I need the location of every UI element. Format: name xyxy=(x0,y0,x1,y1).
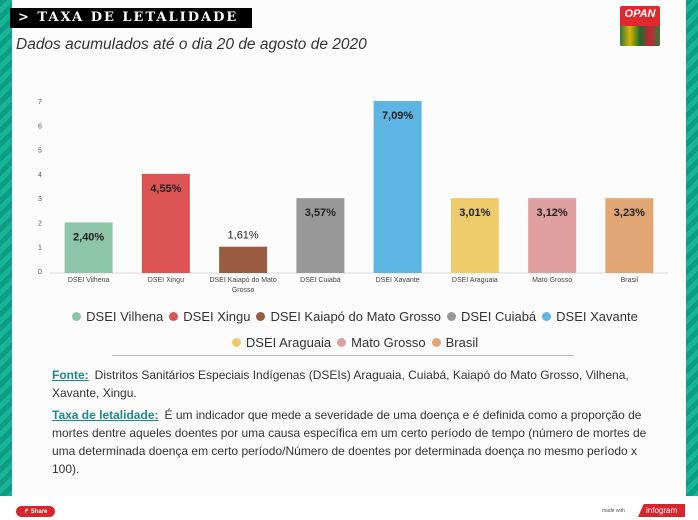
x-tick-label: DSEI Cuiabá xyxy=(300,277,341,284)
legend-item[interactable]: DSEI Xingu xyxy=(169,304,250,330)
bar-value-label: 1,61% xyxy=(228,230,259,242)
definition-text: É um indicador que mede a severidade de … xyxy=(52,408,647,476)
bar-value-label: 3,12% xyxy=(537,207,568,219)
bar-value-label: 2,40% xyxy=(73,231,104,243)
bar[interactable] xyxy=(219,246,268,273)
chart-legend: DSEI Vilhena DSEI Xingu DSEI Kaiapó do Mat… xyxy=(40,304,670,356)
legend-label: DSEI Cuiabá xyxy=(461,309,537,324)
share-label: Share xyxy=(30,509,48,515)
y-tick-label: 3 xyxy=(38,196,42,203)
bar-value-label: 4,55% xyxy=(150,183,181,195)
legend-item[interactable]: DSEI Araguaia xyxy=(231,330,332,356)
bar-chart: 0 1 2 3 4 5 6 7 2,40% DSEI Vilhena 4,55% DSEI Xingu… xyxy=(38,99,668,294)
page-title: > TAXA DE LETALIDADE xyxy=(10,8,253,28)
share-button[interactable]: ↱ Share xyxy=(16,506,56,517)
bar[interactable] xyxy=(373,101,422,273)
y-tick-label: 7 xyxy=(38,99,42,106)
legend-item[interactable]: DSEI Kaiapó do Mato Grosso xyxy=(256,304,441,330)
notes: Fonte: Distritos Sanitários Especiais Ind… xyxy=(52,366,652,482)
right-border-stripe xyxy=(686,0,698,496)
share-icon: ↱ xyxy=(24,509,31,515)
legend-dot-icon xyxy=(447,312,456,321)
y-tick-label: 5 xyxy=(38,148,42,155)
bar[interactable] xyxy=(141,173,190,273)
legend-label: DSEI Xavante xyxy=(556,309,638,324)
legend-dot-icon xyxy=(231,338,241,347)
legend-label: DSEI Vilhena xyxy=(86,309,164,324)
legend-dot-icon xyxy=(431,338,441,347)
bar[interactable] xyxy=(605,198,654,273)
definition-note: Taxa de letalidade: É um indicador que me… xyxy=(52,406,652,478)
bar[interactable] xyxy=(528,198,577,273)
y-tick-label: 1 xyxy=(38,245,42,252)
legend-label: DSEI Kaiapó do Mato Grosso xyxy=(270,309,441,324)
divider xyxy=(112,355,574,356)
bar-value-label: 3,01% xyxy=(459,207,490,219)
legend-item[interactable]: DSEI Vilhena xyxy=(72,304,163,330)
source-label[interactable]: Fonte: xyxy=(52,368,89,382)
legend-label: DSEI Araguaia xyxy=(245,335,332,350)
source-note: Fonte: Distritos Sanitários Especiais Ind… xyxy=(52,366,652,402)
legend-dot-icon xyxy=(72,312,82,321)
y-tick-label: 6 xyxy=(38,123,42,130)
bar-value-label: 3,57% xyxy=(305,207,336,219)
logo-text: OPAN xyxy=(624,8,656,20)
y-tick-label: 4 xyxy=(38,172,42,179)
definition-label[interactable]: Taxa de letalidade: xyxy=(52,408,159,422)
bar[interactable] xyxy=(296,198,345,273)
legend-dot-icon xyxy=(337,338,347,347)
page-subtitle: Dados acumulados até o dia 20 de agosto … xyxy=(16,36,367,53)
x-tick-label: DSEI Kaiapó do Mato xyxy=(209,277,276,284)
legend-label: Mato Grosso xyxy=(351,335,426,350)
source-text: Distritos Sanitários Especiais Indígenas… xyxy=(52,368,629,400)
x-tick-label: Grosso xyxy=(232,287,255,294)
bar-value-label: 3,23% xyxy=(614,207,645,219)
made-with-text: made with xyxy=(602,508,625,514)
x-tick-label: DSEI Vilhena xyxy=(68,277,110,284)
left-border-stripe xyxy=(0,0,12,496)
x-tick-label: DSEI Xavante xyxy=(376,277,420,284)
x-tick-label: DSEI Xingu xyxy=(148,277,184,284)
legend-label: Brasil xyxy=(445,335,479,350)
infogram-badge[interactable]: infogram xyxy=(638,504,686,517)
legend-dot-icon xyxy=(256,312,266,321)
bar[interactable] xyxy=(450,198,499,273)
legend-item[interactable]: DSEI Xavante xyxy=(542,304,638,330)
opan-logo: OPAN xyxy=(620,6,660,46)
bar-value-label: 7,09% xyxy=(382,110,413,122)
legend-label: DSEI Xingu xyxy=(183,309,251,324)
x-tick-label: Mato Grosso xyxy=(532,277,572,284)
legend-item[interactable]: DSEI Cuiabá xyxy=(447,304,536,330)
legend-dot-icon xyxy=(542,312,552,321)
bar[interactable] xyxy=(64,222,113,273)
x-tick-label: Brasil xyxy=(621,277,639,284)
legend-item[interactable]: Brasil xyxy=(431,330,479,356)
legend-item[interactable]: Mato Grosso xyxy=(337,330,426,356)
y-tick-label: 2 xyxy=(38,220,42,227)
y-tick-label: 0 xyxy=(38,269,42,276)
logo-image xyxy=(620,26,660,46)
legend-dot-icon xyxy=(169,312,179,321)
x-tick-label: DSEI Araguaia xyxy=(452,277,498,284)
